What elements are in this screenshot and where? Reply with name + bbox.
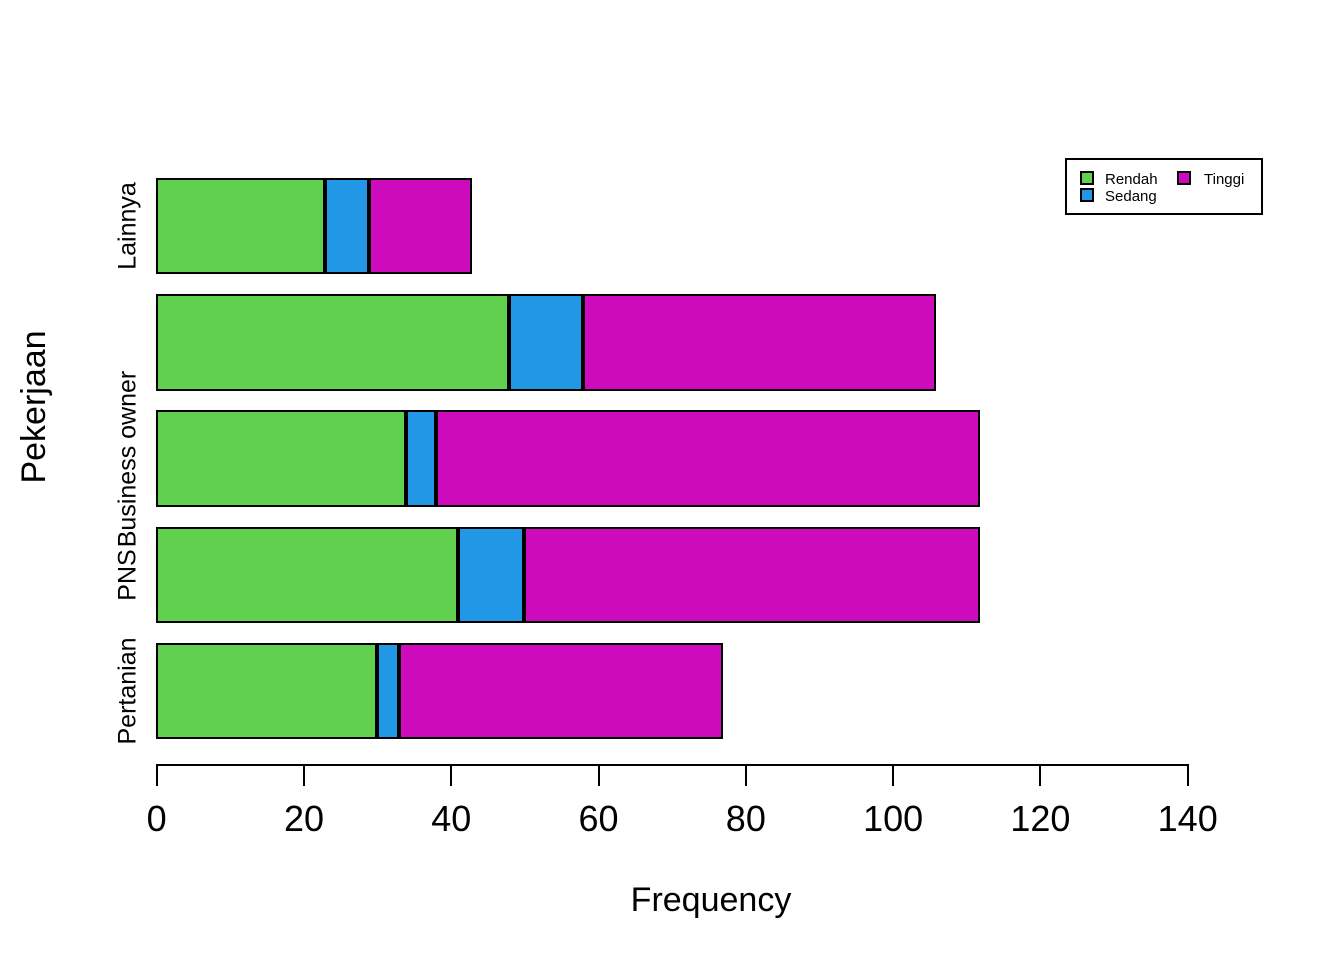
x-axis-tick	[892, 764, 895, 786]
x-axis-tick-label: 140	[1157, 798, 1218, 839]
legend-swatch-sedang	[1080, 188, 1094, 202]
x-axis-tick-label: 40	[431, 798, 472, 839]
x-axis-tick-label: 0	[146, 798, 167, 839]
bar-segment-rendah	[155, 526, 458, 623]
x-axis-title: Frequency	[630, 881, 792, 919]
legend-label-sedang: Sedang	[1105, 188, 1157, 205]
bar-row-2	[155, 294, 937, 391]
bar-segment-tinggi	[369, 177, 473, 275]
x-axis-tick	[450, 764, 453, 786]
bar-segment-tinggi	[523, 526, 981, 623]
legend: Rendah Sedang Tinggi	[1065, 158, 1263, 215]
category-label: PNS	[113, 549, 142, 601]
x-axis-line	[155, 764, 1189, 766]
bar-business-owner	[155, 410, 981, 507]
bar-segment-sedang	[376, 642, 399, 740]
legend-label-tinggi: Tinggi	[1204, 171, 1245, 188]
x-axis-tick-label: 120	[1010, 798, 1071, 839]
bar-segment-rendah	[155, 294, 510, 391]
bar-segment-sedang	[509, 294, 583, 391]
x-axis-tick-label: 60	[578, 798, 619, 839]
bar-segment-sedang	[406, 410, 436, 507]
x-axis-tick	[1186, 764, 1189, 786]
y-axis-title: Pekerjaan	[15, 330, 53, 484]
bar-segment-sedang	[325, 177, 370, 275]
legend-swatch-rendah	[1080, 171, 1094, 185]
category-label: Lainnya	[113, 182, 142, 270]
x-axis-tick	[744, 764, 747, 786]
x-axis-tick	[597, 764, 600, 786]
bar-segment-rendah	[155, 410, 407, 507]
category-label: Business owner	[113, 370, 142, 547]
bar-segment-tinggi	[435, 410, 981, 507]
bar-segment-tinggi	[398, 642, 723, 740]
bar-segment-rendah	[155, 642, 377, 740]
x-axis-tick-label: 80	[725, 798, 766, 839]
category-label: Pertanian	[113, 637, 142, 745]
bar-pns	[155, 526, 981, 623]
x-axis-tick	[155, 764, 158, 786]
bar-pertanian	[155, 642, 723, 740]
bar-segment-sedang	[457, 526, 524, 623]
bar-lainnya	[155, 177, 473, 275]
x-axis-tick	[302, 764, 305, 786]
bar-segment-tinggi	[582, 294, 937, 391]
bar-segment-rendah	[155, 177, 326, 275]
legend-label-rendah: Rendah	[1105, 171, 1158, 188]
x-axis-tick-label: 20	[283, 798, 325, 839]
x-axis-tick-label: 100	[863, 798, 924, 839]
x-axis-tick	[1039, 764, 1042, 786]
legend-swatch-tinggi	[1177, 171, 1191, 185]
